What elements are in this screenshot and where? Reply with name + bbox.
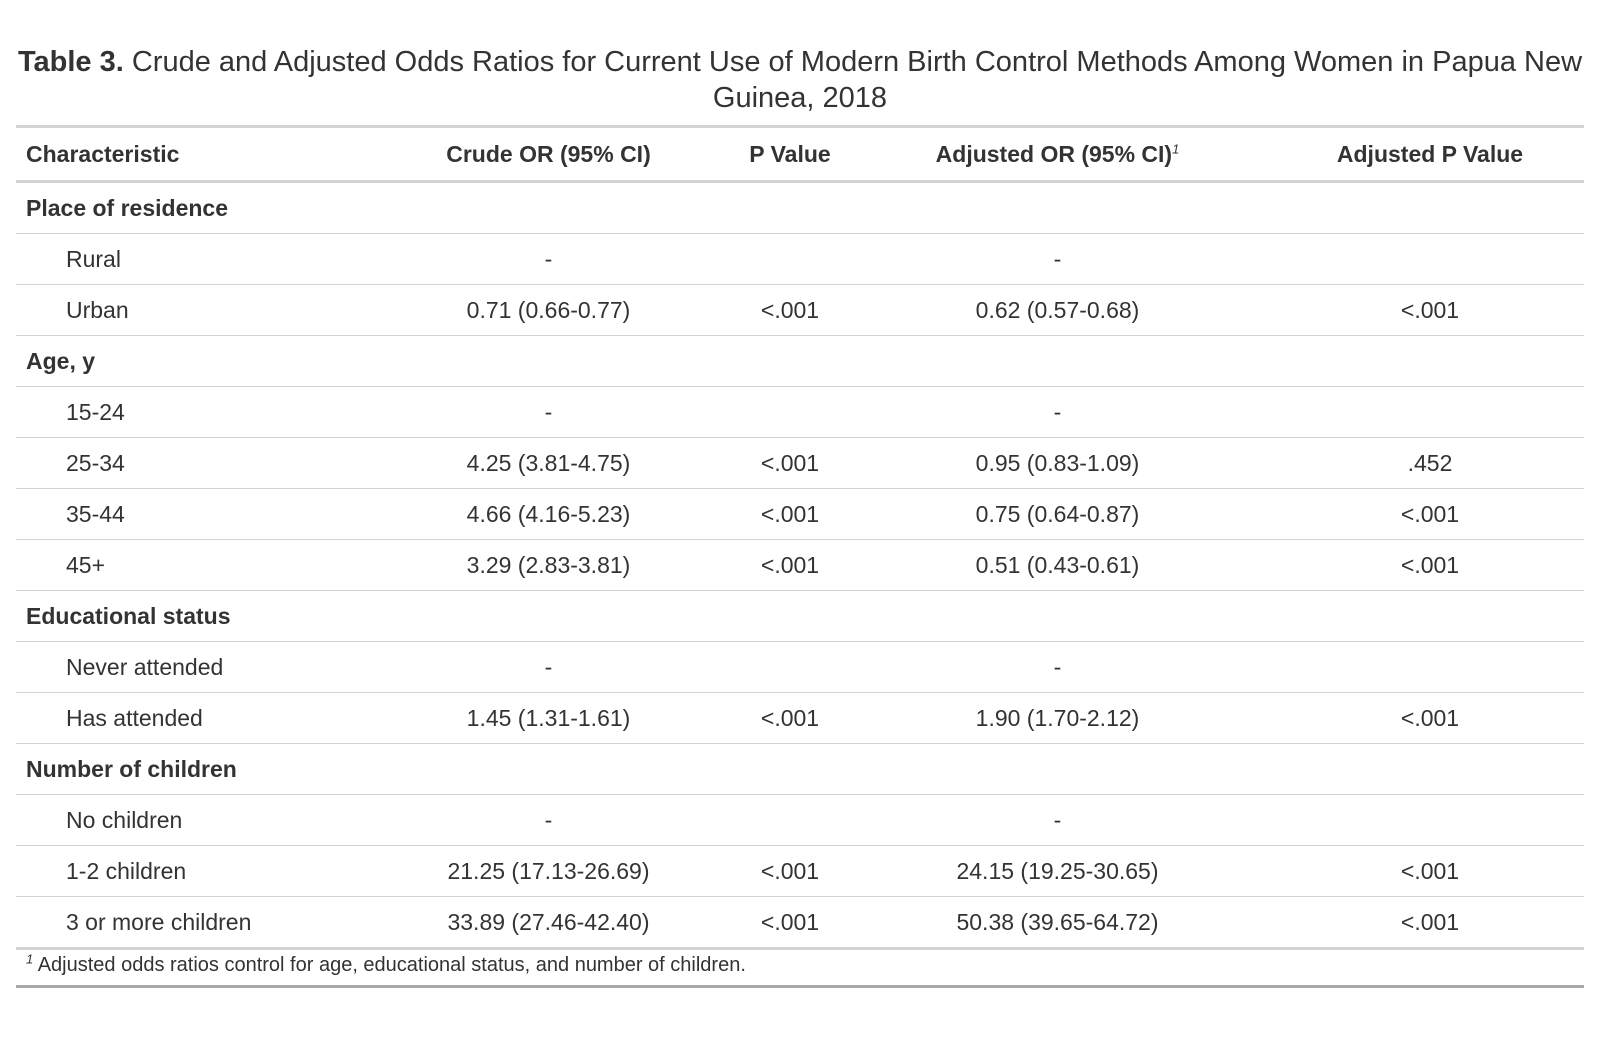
group-row: Educational status	[16, 590, 1584, 642]
row-p-value: <.001	[741, 896, 839, 950]
row-characteristic: 1-2 children	[16, 845, 356, 897]
table-title: Crude and Adjusted Odds Ratios for Curre…	[123, 46, 1583, 114]
header-p-value: P Value	[749, 140, 831, 167]
row-adjusted-p-value: .452	[1276, 437, 1584, 489]
row-crude-or: 4.66 (4.16-5.23)	[356, 488, 741, 540]
row-p-value: <.001	[741, 845, 839, 897]
table-row: 1-2 children 21.25 (17.13-26.69) <.001 24.1…	[16, 845, 1584, 897]
row-adjusted-p-value: <.001	[1276, 488, 1584, 540]
table-row: Rural - -	[16, 233, 1584, 285]
row-characteristic: No children	[16, 794, 356, 846]
row-p-value	[741, 641, 839, 693]
row-characteristic: 25-34	[16, 437, 356, 489]
row-adjusted-p-value: <.001	[1276, 539, 1584, 591]
row-crude-or: 0.71 (0.66-0.77)	[356, 284, 741, 336]
row-adjusted-p-value	[1276, 233, 1584, 285]
table-footnote: 1 Adjusted odds ratios control for age, …	[16, 950, 1584, 988]
row-adjusted-or: 0.75 (0.64-0.87)	[839, 488, 1276, 540]
table-body: Place of residence Rural - - Urban 0.71 (0.66…	[16, 181, 1584, 950]
group-label: Number of children	[16, 743, 1584, 795]
group-row: Number of children	[16, 743, 1584, 795]
table-row: Has attended 1.45 (1.31-1.61) <.001 1.90 (1…	[16, 692, 1584, 744]
row-p-value: <.001	[741, 692, 839, 744]
table-row: No children - -	[16, 794, 1584, 846]
table-caption: Table 3. Crude and Adjusted Odds Ratios …	[16, 44, 1584, 116]
group-label: Place of residence	[16, 181, 1584, 234]
row-adjusted-p-value: <.001	[1276, 692, 1584, 744]
row-adjusted-p-value	[1276, 386, 1584, 438]
row-adjusted-or: -	[839, 386, 1276, 438]
row-p-value: <.001	[741, 437, 839, 489]
table-row: 35-44 4.66 (4.16-5.23) <.001 0.75 (0.64-0.8…	[16, 488, 1584, 540]
row-crude-or: -	[356, 641, 741, 693]
row-characteristic: 3 or more children	[16, 896, 356, 950]
row-crude-or: -	[356, 386, 741, 438]
header-adjusted-p-value: Adjusted P Value	[1336, 140, 1524, 167]
row-adjusted-or: -	[839, 641, 1276, 693]
row-adjusted-p-value: <.001	[1276, 845, 1584, 897]
row-adjusted-or: -	[839, 233, 1276, 285]
row-adjusted-or: 24.15 (19.25-30.65)	[839, 845, 1276, 897]
table-row: 3 or more children 33.89 (27.46-42.40) <.0…	[16, 896, 1584, 950]
row-characteristic: Urban	[16, 284, 356, 336]
header-characteristic: Characteristic	[26, 140, 180, 167]
row-crude-or: 1.45 (1.31-1.61)	[356, 692, 741, 744]
row-p-value: <.001	[741, 488, 839, 540]
row-adjusted-or: 50.38 (39.65-64.72)	[839, 896, 1276, 950]
group-label: Age, y	[16, 335, 1584, 387]
row-crude-or: 33.89 (27.46-42.40)	[356, 896, 741, 950]
table-row: Urban 0.71 (0.66-0.77) <.001 0.62 (0.57-0.6…	[16, 284, 1584, 336]
row-crude-or: 21.25 (17.13-26.69)	[356, 845, 741, 897]
group-label: Educational status	[16, 590, 1584, 642]
row-p-value: <.001	[741, 284, 839, 336]
row-crude-or: -	[356, 233, 741, 285]
header-row: Characteristic Crude OR (95% CI) P Value…	[16, 126, 1584, 182]
row-p-value: <.001	[741, 539, 839, 591]
row-p-value	[741, 794, 839, 846]
odds-ratio-table: Characteristic Crude OR (95% CI) P Value…	[16, 125, 1584, 950]
row-adjusted-or: 0.51 (0.43-0.61)	[839, 539, 1276, 591]
footnote-marker: 1	[1172, 140, 1180, 156]
row-adjusted-p-value	[1276, 641, 1584, 693]
row-characteristic: 45+	[16, 539, 356, 591]
row-adjusted-p-value: <.001	[1276, 896, 1584, 950]
row-crude-or: -	[356, 794, 741, 846]
table-label: Table 3.	[17, 46, 124, 78]
row-p-value	[741, 233, 839, 285]
group-row: Age, y	[16, 335, 1584, 387]
row-adjusted-or: -	[839, 794, 1276, 846]
row-adjusted-p-value: <.001	[1276, 284, 1584, 336]
group-row: Place of residence	[16, 181, 1584, 234]
footnote-marker: 1	[26, 951, 34, 967]
row-adjusted-p-value	[1276, 794, 1584, 846]
table-row: 25-34 4.25 (3.81-4.75) <.001 0.95 (0.83-1.0…	[16, 437, 1584, 489]
header-adjusted-or: Adjusted OR (95% CI)1	[839, 127, 1276, 182]
row-adjusted-or: 0.95 (0.83-1.09)	[839, 437, 1276, 489]
header-crude-or: Crude OR (95% CI)	[446, 140, 651, 167]
row-adjusted-or: 1.90 (1.70-2.12)	[839, 692, 1276, 744]
row-crude-or: 4.25 (3.81-4.75)	[356, 437, 741, 489]
table-row: 45+ 3.29 (2.83-3.81) <.001 0.51 (0.43-0.61)…	[16, 539, 1584, 591]
row-characteristic: Has attended	[16, 692, 356, 744]
table-row: Never attended - -	[16, 641, 1584, 693]
row-characteristic: 35-44	[16, 488, 356, 540]
header-adjusted-or-label: Adjusted OR (95% CI)	[935, 140, 1173, 167]
row-p-value	[741, 386, 839, 438]
row-crude-or: 3.29 (2.83-3.81)	[356, 539, 741, 591]
row-characteristic: 15-24	[16, 386, 356, 438]
footnote-text: Adjusted odds ratios control for age, ed…	[33, 954, 746, 976]
row-characteristic: Rural	[16, 233, 356, 285]
row-adjusted-or: 0.62 (0.57-0.68)	[839, 284, 1276, 336]
row-characteristic: Never attended	[16, 641, 356, 693]
table-row: 15-24- -	[16, 386, 1584, 438]
